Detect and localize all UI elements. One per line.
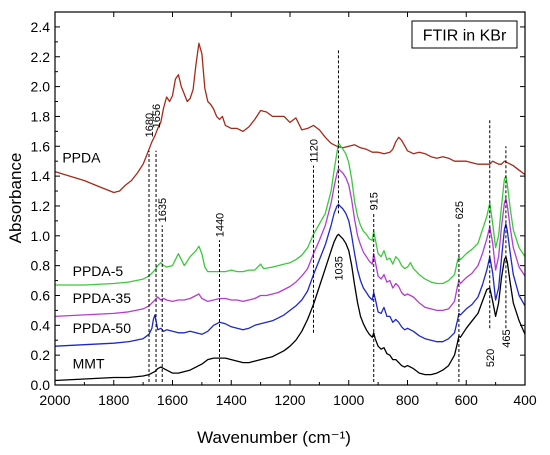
x-tick-label-1600: 1600 — [157, 392, 188, 408]
y-tick-label-3: 0.6 — [31, 287, 51, 303]
series-line-ppda — [54, 42, 526, 194]
reference-label-625: 625 — [454, 201, 466, 219]
title-box: FTIR in KBr — [411, 20, 518, 49]
axes-layer: 2000 1800 1600 1400 1200 1000 800 600 400 0.0 0.2 0… — [31, 11, 537, 408]
y-tick-label-10: 2.0 — [31, 79, 51, 95]
y-tick-label-0: 0.0 — [31, 377, 51, 393]
x-tick-label-1800: 1800 — [98, 392, 129, 408]
y-tick-label-6: 1.2 — [31, 198, 51, 214]
series-label-ppda: PPDA — [62, 150, 101, 166]
x-tick-label-800: 800 — [396, 392, 420, 408]
reference-label-1120: 1120 — [309, 139, 321, 163]
series-line-ppda-5 — [55, 142, 526, 286]
series-line-mmt — [54, 233, 526, 382]
y-tick-label-12: 2.4 — [31, 19, 51, 35]
labels-layer: PPDA PPDA-5 PPDA-35 PPDA-50 MMT — [62, 150, 131, 372]
series-label-ppda-50: PPDA-50 — [73, 320, 132, 336]
series-label-mmt: MMT — [73, 356, 105, 372]
chart-title: FTIR in KBr — [423, 28, 507, 45]
y-tick-label-11: 2.2 — [31, 49, 51, 65]
y-tick-label-5: 1.0 — [31, 228, 51, 244]
reference-label-520: 520 — [485, 349, 497, 367]
series-label-ppda-35: PPDA-35 — [73, 290, 132, 306]
y-tick-label-9: 1.8 — [31, 108, 51, 124]
series-layer — [54, 42, 526, 382]
series-label-ppda-5: PPDA-5 — [73, 263, 124, 279]
reference-label-465: 465 — [501, 329, 513, 347]
y-tick-label-8: 1.6 — [31, 138, 51, 154]
x-axis-title: Wavenumber (cm⁻¹) — [197, 428, 351, 447]
title-box-frame — [411, 20, 518, 49]
reference-label-1656: 1656 — [151, 104, 163, 128]
reference-label-915: 915 — [369, 192, 381, 210]
y-tick-label-1: 0.2 — [31, 347, 51, 363]
x-tick-label-1400: 1400 — [216, 392, 247, 408]
y-tick-label-2: 0.4 — [31, 317, 51, 333]
y-tick-label-4: 0.8 — [31, 258, 51, 274]
x-tick-label-1000: 1000 — [333, 392, 364, 408]
x-tick-label-600: 600 — [455, 392, 479, 408]
reference-label-1035: 1035 — [333, 256, 345, 280]
series-line-ppda-50 — [54, 203, 526, 347]
reference-label-1635: 1635 — [157, 198, 169, 222]
reference-label-1680: 1680 — [144, 113, 156, 137]
reference-label-1440: 1440 — [215, 213, 227, 237]
y-tick-label-7: 1.4 — [31, 168, 51, 184]
x-tick-label-2000: 2000 — [39, 392, 70, 408]
x-tick-label-400: 400 — [513, 392, 537, 408]
y-axis-title: Absorbance — [6, 153, 25, 244]
x-tick-label-1200: 1200 — [274, 392, 305, 408]
plot-frame — [54, 11, 526, 386]
series-line-ppda-35 — [54, 168, 526, 318]
